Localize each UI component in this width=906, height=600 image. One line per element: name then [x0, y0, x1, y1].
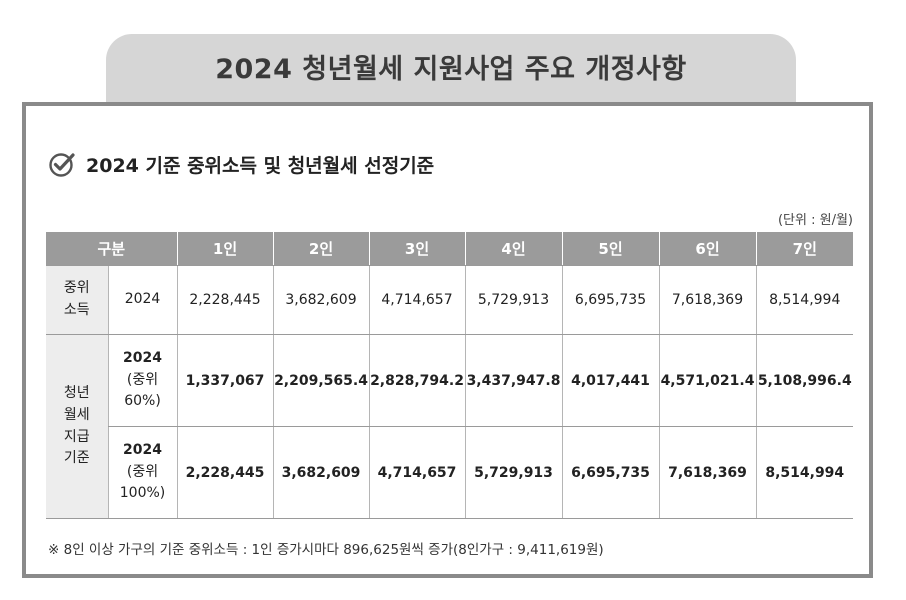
table-header-row: 구분 1인 2인 3인 4인 5인 6인 7인 [46, 232, 854, 266]
page-title: 2024 청년월세 지원사업 주요 개정사항 [215, 53, 687, 85]
check-circle-icon [49, 153, 75, 177]
title-tab: 2024 청년월세 지원사업 주요 개정사항 [106, 34, 796, 106]
row-sub-year: 2024 [123, 441, 162, 458]
value-cell: 4,017,441 [561, 334, 660, 427]
row-sub-detail: (중위 100%) [119, 463, 166, 502]
value-cell: 3,682,609 [272, 426, 370, 519]
value-cell: 1,337,067 [176, 334, 274, 427]
value-cell: 8,514,994 [755, 265, 854, 335]
footnote: ※ 8인 이상 가구의 기준 중위소득 : 1인 증가시마다 896,625원씩… [48, 542, 604, 558]
header-cell: 구분 [46, 232, 178, 266]
value-cell: 7,618,369 [658, 426, 757, 519]
value-cell: 3,437,947.8 [464, 334, 563, 427]
value-cell: 6,695,735 [561, 426, 660, 519]
header-cell: 2인 [272, 232, 370, 266]
header-cell: 5인 [561, 232, 660, 266]
value-cell: 4,714,657 [368, 426, 466, 519]
row-category-cell: 청년 월세 지급 기준 [46, 334, 108, 519]
value-cell: 5,729,913 [464, 426, 563, 519]
table-row: 중위 소득 2024 2,228,445 3,682,609 4,714,657… [46, 265, 854, 335]
header-cell: 1인 [176, 232, 274, 266]
header-cell: 7인 [755, 232, 854, 266]
row-sub-detail: (중위 60%) [124, 371, 161, 410]
content-frame: 2024 기준 중위소득 및 청년월세 선정기준 (단위 : 원/월) 구분 1… [22, 102, 873, 578]
row-sub-cell: 2024 [107, 265, 178, 335]
row-sub-cell: 2024 (중위 100%) [107, 426, 178, 519]
value-cell: 4,571,021.4 [658, 334, 757, 427]
header-cell: 6인 [658, 232, 757, 266]
value-cell: 5,108,996.4 [755, 334, 854, 427]
table-row: 청년 월세 지급 기준 2024 (중위 60%) 1,337,067 2,20… [46, 334, 854, 519]
value-cell: 7,618,369 [658, 265, 757, 335]
income-table: 구분 1인 2인 3인 4인 5인 6인 7인 중위 소득 2024 2,228… [46, 232, 854, 519]
header-cell: 3인 [368, 232, 466, 266]
value-cell: 2,828,794.2 [368, 334, 466, 427]
table-row: 2024 (중위 100%) 2,228,445 3,682,609 4,714… [46, 426, 854, 519]
header-cell: 4인 [464, 232, 563, 266]
value-cell: 2,228,445 [176, 426, 274, 519]
value-cell: 8,514,994 [755, 426, 854, 519]
value-cell: 2,228,445 [176, 265, 274, 335]
value-cell: 2,209,565.4 [272, 334, 370, 427]
row-sub-year: 2024 [123, 349, 162, 366]
row-category-cell: 중위 소득 [46, 265, 108, 335]
value-cell: 6,695,735 [561, 265, 660, 335]
section-heading: 2024 기준 중위소득 및 청년월세 선정기준 [48, 150, 434, 178]
row-sub-cell: 2024 (중위 60%) [107, 334, 178, 427]
value-cell: 3,682,609 [272, 265, 370, 335]
value-cell: 5,729,913 [464, 265, 563, 335]
value-cell: 4,714,657 [368, 265, 466, 335]
unit-label: (단위 : 원/월) [777, 213, 853, 228]
section-heading-text: 2024 기준 중위소득 및 청년월세 선정기준 [86, 154, 435, 177]
